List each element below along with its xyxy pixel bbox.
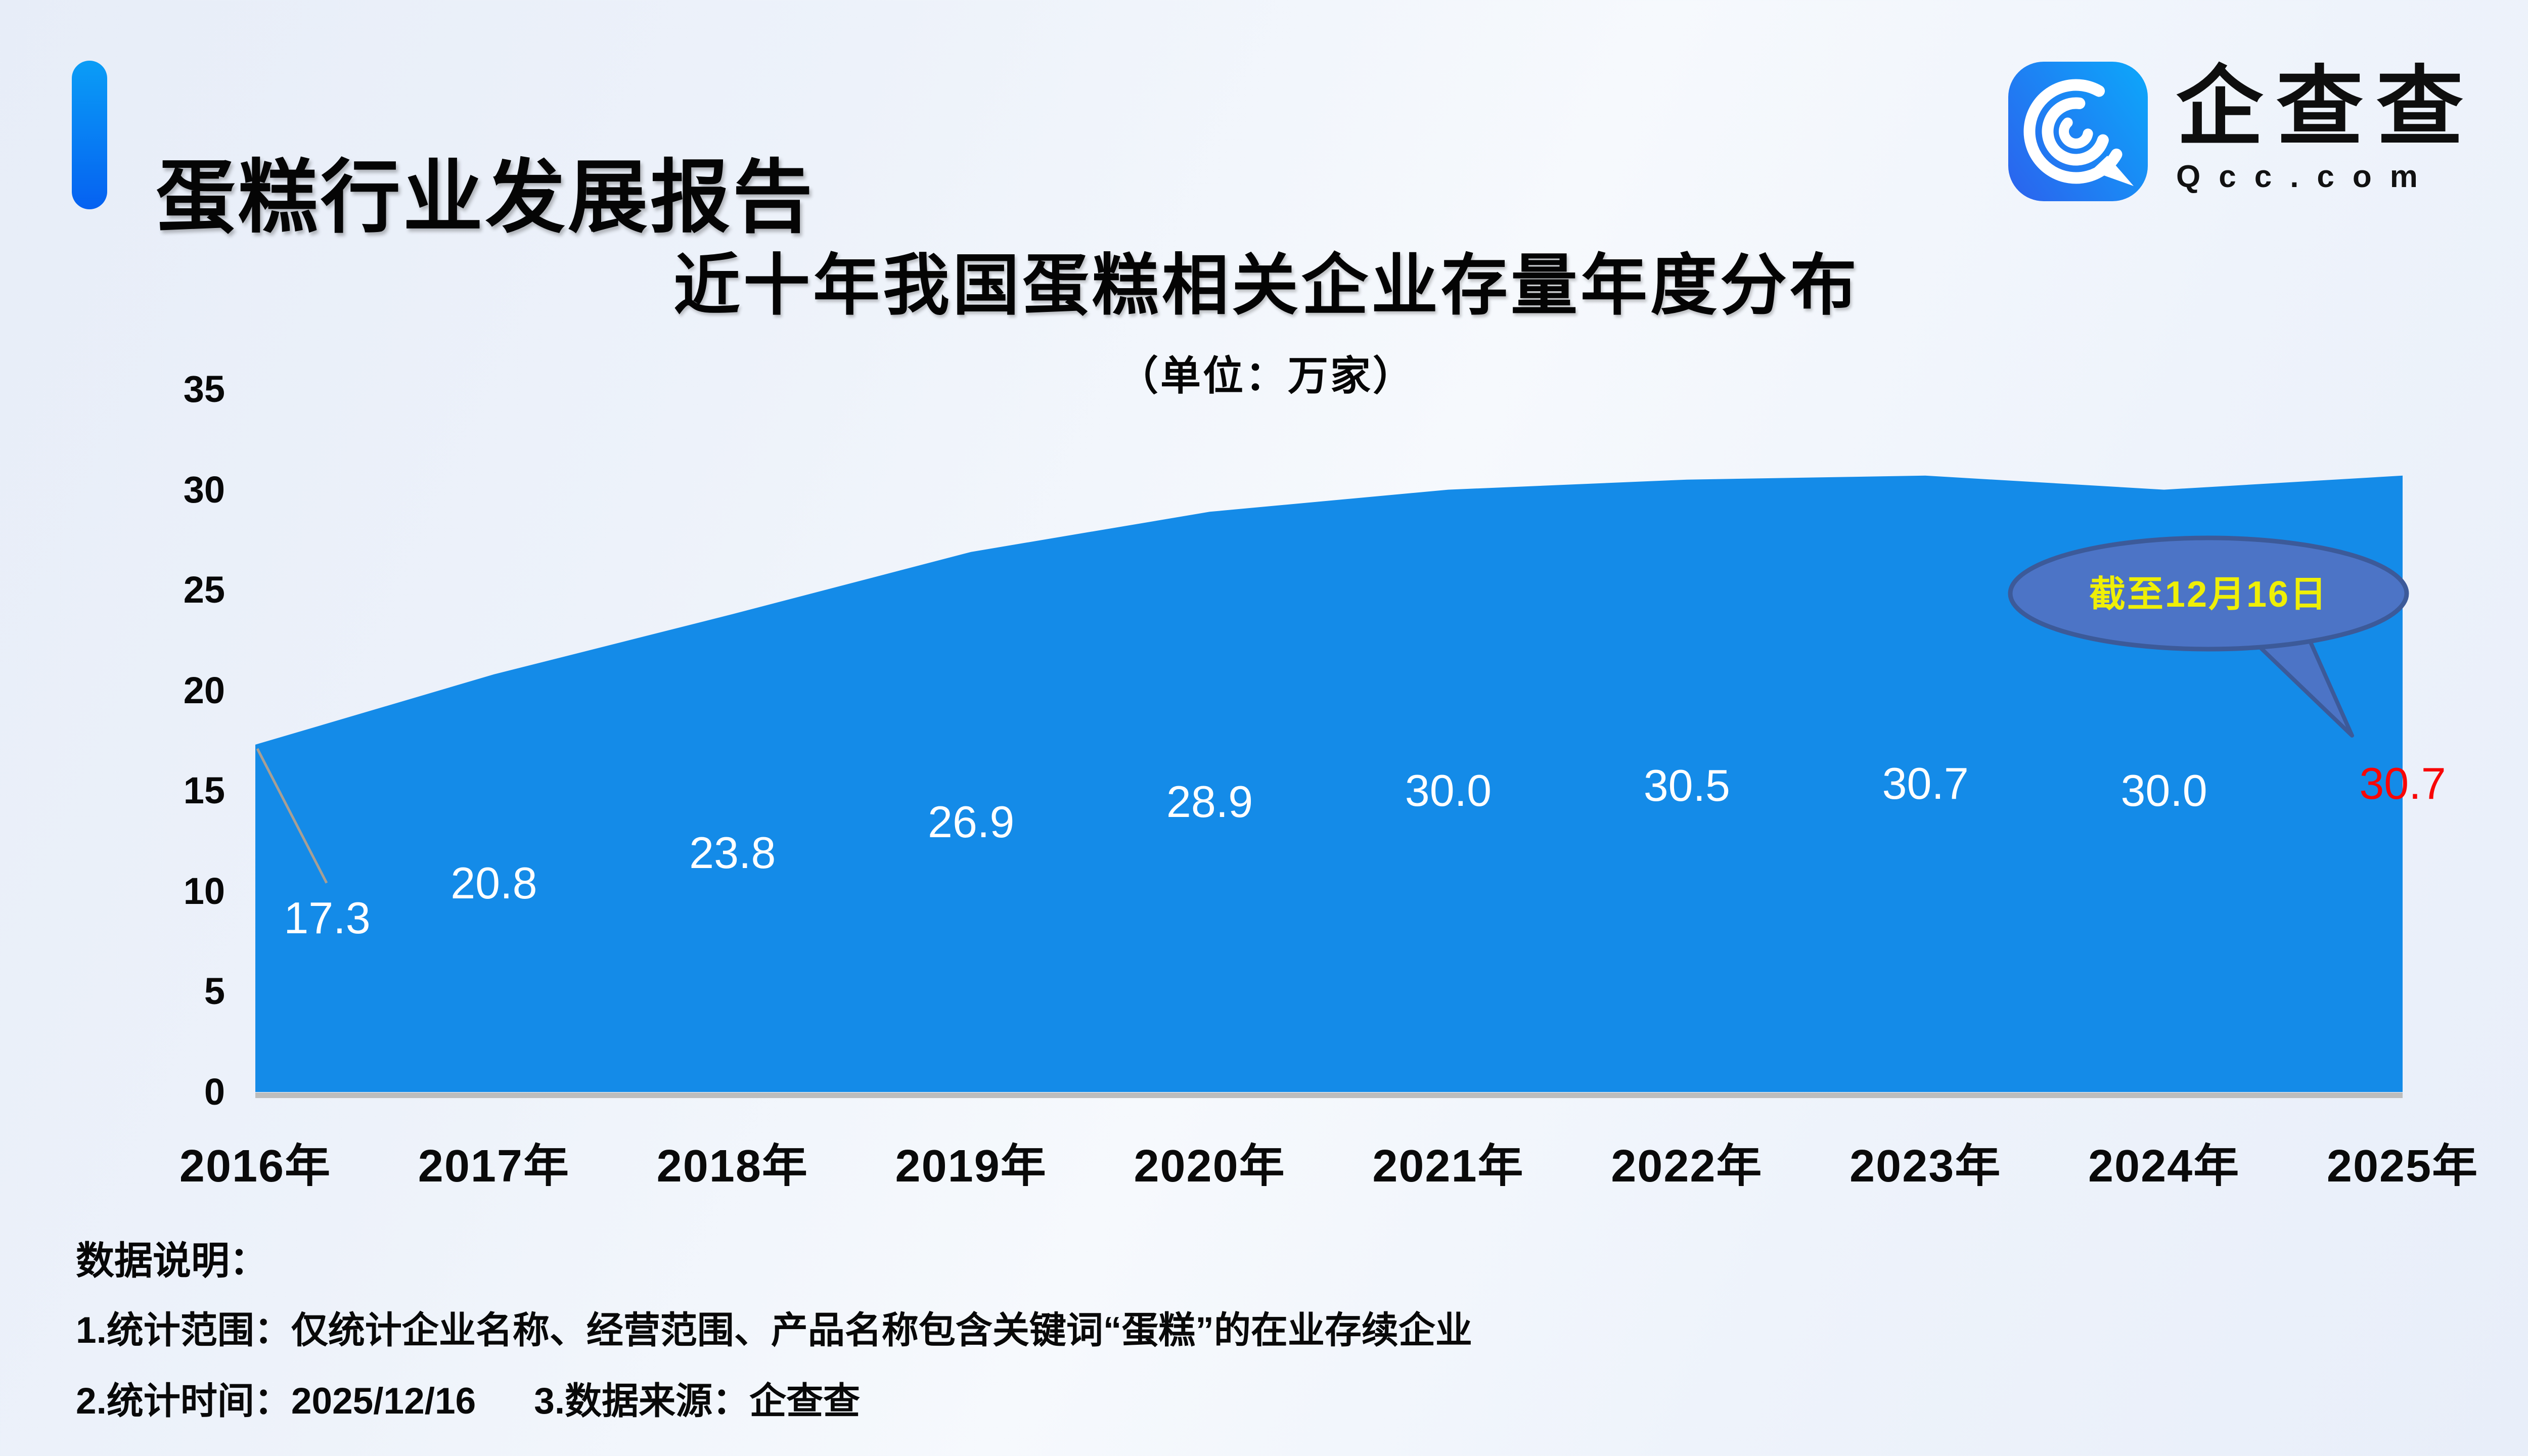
x-tick-8: 2023年	[1849, 1141, 2002, 1192]
qcc-logo: 企查查 Qcc.com	[2008, 62, 2476, 204]
chart-title: 近十年我国蛋糕相关企业存量年度分布	[673, 248, 1860, 323]
qcc-logo-name: 企查查	[2176, 59, 2476, 156]
x-axis-baseline	[255, 1093, 2403, 1098]
x-tick-10: 2025年	[2326, 1141, 2479, 1192]
qcc-logo-domain: Qcc.com	[2176, 159, 2436, 194]
x-tick-5: 2020年	[1134, 1141, 1286, 1192]
value-label-9: 30.0	[2120, 765, 2207, 816]
footer-note-1: 1.统计范围：仅统计企业名称、经营范围、产品名称包含关键词“蛋糕”的在业存续企业	[76, 1310, 1472, 1351]
page-title: 蛋糕行业发展报告	[156, 153, 815, 242]
qcc-logo-icon	[2008, 62, 2148, 204]
logo-inner-c	[2059, 114, 2093, 149]
y-tick-25: 25	[183, 569, 225, 611]
logo-middle-c	[2042, 97, 2110, 166]
callout-label: 截至12月16日	[2089, 574, 2328, 615]
value-label-3: 23.8	[689, 828, 776, 878]
qcc-logo-text: 企查查 Qcc.com	[2176, 62, 2476, 195]
y-tick-10: 10	[183, 870, 225, 912]
y-tick-15: 15	[183, 769, 225, 812]
footer-note-2: 2.统计时间：2025/12/16 3.数据来源：企查查	[76, 1371, 860, 1425]
y-tick-20: 20	[183, 669, 225, 711]
chart-header: 近十年我国蛋糕相关企业存量年度分布 （单位：万家）	[0, 232, 2528, 402]
footer-heading: 数据说明：	[76, 1240, 268, 1283]
value-label-4: 26.9	[928, 796, 1015, 847]
x-tick-1: 2016年	[179, 1141, 332, 1192]
callout-bubble	[2008, 535, 2409, 652]
title-accent-bar	[72, 61, 107, 209]
value-label-1: 17.3	[284, 893, 371, 943]
x-tick-4: 2019年	[895, 1141, 1047, 1192]
y-tick-30: 30	[183, 468, 225, 511]
value-label-2: 20.8	[450, 857, 537, 908]
value-label-7: 30.5	[1643, 760, 1730, 811]
area-series	[255, 475, 2403, 1092]
x-tick-7: 2022年	[1611, 1141, 1763, 1192]
value-label-8: 30.7	[1882, 758, 1969, 809]
x-tick-9: 2024年	[2088, 1141, 2240, 1192]
x-tick-2: 2017年	[418, 1141, 570, 1192]
chart-subtitle: （单位：万家）	[1118, 353, 1415, 398]
y-tick-35: 35	[183, 368, 225, 410]
x-tick-6: 2021年	[1372, 1141, 1524, 1192]
x-tick-3: 2018年	[656, 1141, 808, 1192]
y-tick-0: 0	[204, 1071, 225, 1113]
value-label-6: 30.0	[1405, 765, 1492, 816]
logo-outer-c	[2023, 79, 2129, 184]
footer-note-2b: 3.数据来源：企查查	[534, 1381, 861, 1422]
value-label-10: 30.7	[2359, 758, 2446, 809]
y-tick-5: 5	[204, 970, 225, 1013]
footer-note-2a: 2.统计时间：2025/12/16	[76, 1381, 476, 1422]
value-label-5: 28.9	[1166, 777, 1253, 827]
first-point-leader-line	[256, 748, 328, 884]
